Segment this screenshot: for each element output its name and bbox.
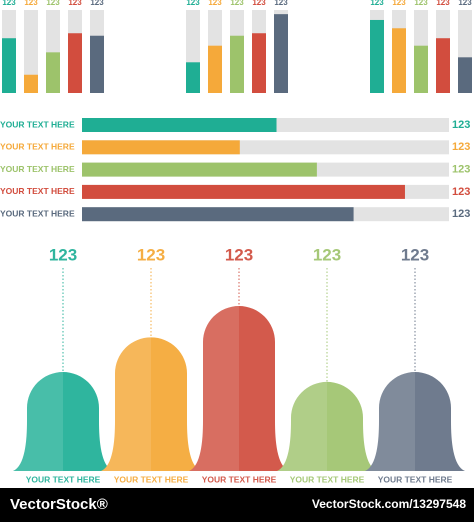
bar-label: 123 [392,0,406,7]
bell-label: YOUR TEXT HERE [114,474,189,484]
row-value: 123 [452,186,470,198]
bell-value: 123 [313,245,341,264]
row-fill [82,207,354,222]
bell-highlight [189,306,239,471]
row-fill [82,184,405,199]
bell-highlight [101,337,151,471]
row-label: YOUR TEXT HERE [0,142,75,152]
bell [189,306,289,471]
bar-fill [436,38,450,93]
bar-label: 123 [208,0,222,7]
row-value: 123 [452,164,470,176]
row-value: 123 [452,141,470,153]
bell-value: 123 [225,245,253,264]
bell-value: 123 [49,245,77,264]
row-label: YOUR TEXT HERE [0,119,75,129]
bar-fill [252,33,266,93]
row-fill [82,140,240,155]
bar-label: 123 [68,0,82,7]
bar-label: 123 [252,0,266,7]
row-label: YOUR TEXT HERE [0,164,75,174]
bar-label: 123 [414,0,428,7]
bar-label: 123 [90,0,104,7]
bell-label: YOUR TEXT HERE [202,474,277,484]
bar-fill [90,35,104,93]
footer-brand: VectorStock® [10,496,108,513]
bar-fill [370,19,384,93]
bar-label: 123 [230,0,244,7]
bell-highlight [277,381,327,471]
row-fill [82,162,317,177]
bell-value: 123 [137,245,165,264]
bar-track [24,10,38,93]
bell-label: YOUR TEXT HERE [378,474,453,484]
row-label: YOUR TEXT HERE [0,186,75,196]
bar-label: 123 [186,0,200,7]
bell-label: YOUR TEXT HERE [26,474,101,484]
bar-label: 123 [24,0,38,7]
bell-value: 123 [401,245,429,264]
bar-label: 123 [46,0,60,7]
bell [365,372,465,471]
bar-fill [68,33,82,93]
bar-label: 123 [458,0,472,7]
bar-fill [2,38,16,93]
bar-label: 123 [2,0,16,7]
row-label: YOUR TEXT HERE [0,208,75,218]
bar-fill [274,14,288,93]
bell [277,381,377,471]
row-value: 123 [452,119,470,131]
bell [101,337,201,471]
bar-fill [392,28,406,93]
bar-fill [186,62,200,93]
bell-highlight [365,372,415,471]
bar-fill [24,74,38,93]
bar-label: 123 [436,0,450,7]
bell [13,372,113,471]
bell-label: YOUR TEXT HERE [290,474,365,484]
bar-fill [208,45,222,93]
bar-fill [46,52,60,93]
bar-label: 123 [274,0,288,7]
bell-highlight [13,372,63,471]
footer-bar [0,488,474,522]
bar-fill [458,57,472,93]
row-value: 123 [452,208,470,220]
row-fill [82,118,277,132]
bar-fill [230,35,244,93]
footer-url: VectorStock.com/13297548 [312,497,466,511]
bar-fill [414,45,428,93]
bar-label: 123 [370,0,384,7]
